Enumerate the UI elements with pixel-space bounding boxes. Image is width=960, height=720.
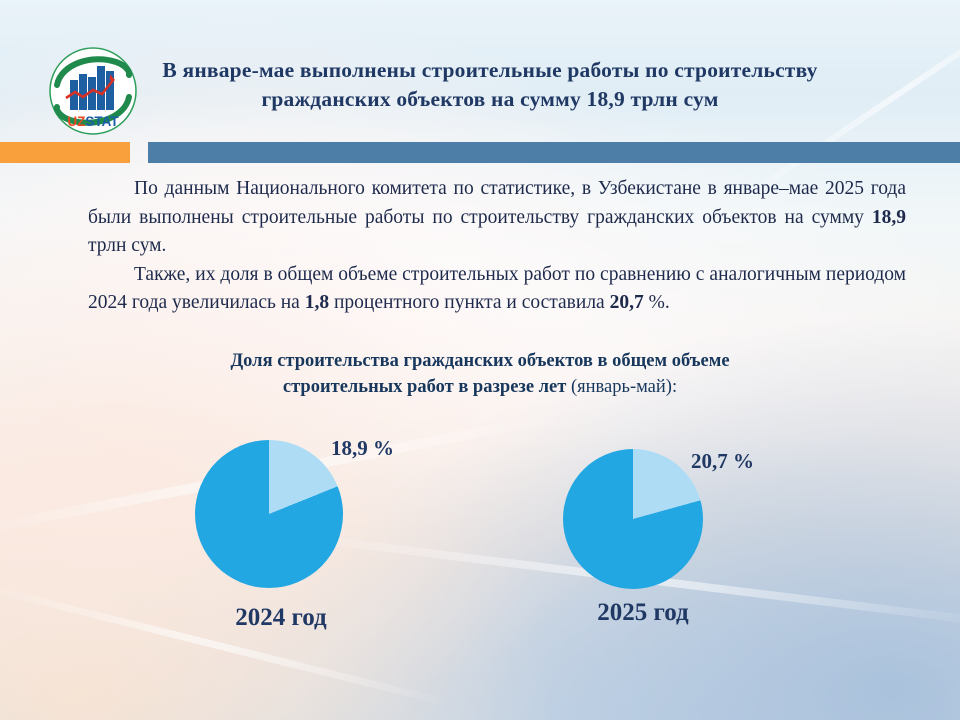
- header-accent-bar-blue: [148, 142, 960, 163]
- pie-figure-2025: 20,7 % 2025 год: [563, 449, 754, 626]
- uzstat-logo-graphic: UZSTAT: [49, 47, 137, 135]
- pie-figure-2024: 18,9 % 2024 год: [195, 436, 394, 631]
- pie-chart-2025: [563, 449, 703, 589]
- chart-heading: Доля строительства гражданских объектов …: [120, 348, 840, 400]
- pie-value-label-2024: 18,9 %: [331, 436, 394, 460]
- background-streak: [0, 579, 454, 708]
- pie-chart-2024: [195, 440, 343, 588]
- pie-value-label-2025: 20,7 %: [691, 449, 754, 473]
- paragraph-1: По данным Национального комитета по стат…: [88, 178, 906, 256]
- pie-year-label-2025: 2025 год: [597, 599, 689, 626]
- body-text: По данным Национального комитета по стат…: [88, 175, 906, 318]
- chart-heading-line2: строительных работ в разрезе лет (январь…: [282, 377, 678, 397]
- logo-trend-line: [65, 74, 116, 100]
- logo-text-uz: UZ: [67, 114, 85, 129]
- paragraph-2: Также, их доля в общем объеме строительн…: [88, 263, 906, 314]
- uzstat-logo: UZSTAT: [46, 46, 140, 136]
- logo-text-stat: STAT: [85, 114, 119, 129]
- logo-wordmark: UZSTAT: [67, 114, 119, 129]
- logo-bars: [70, 66, 114, 110]
- logo-swirl: [53, 56, 133, 126]
- slide-title: В январе-мае выполнены строительные рабо…: [162, 58, 818, 111]
- header-accent-bar-orange: [0, 142, 130, 163]
- chart-heading-line1: Доля строительства гражданских объектов …: [230, 351, 730, 371]
- pie-year-label-2024: 2024 год: [235, 604, 327, 631]
